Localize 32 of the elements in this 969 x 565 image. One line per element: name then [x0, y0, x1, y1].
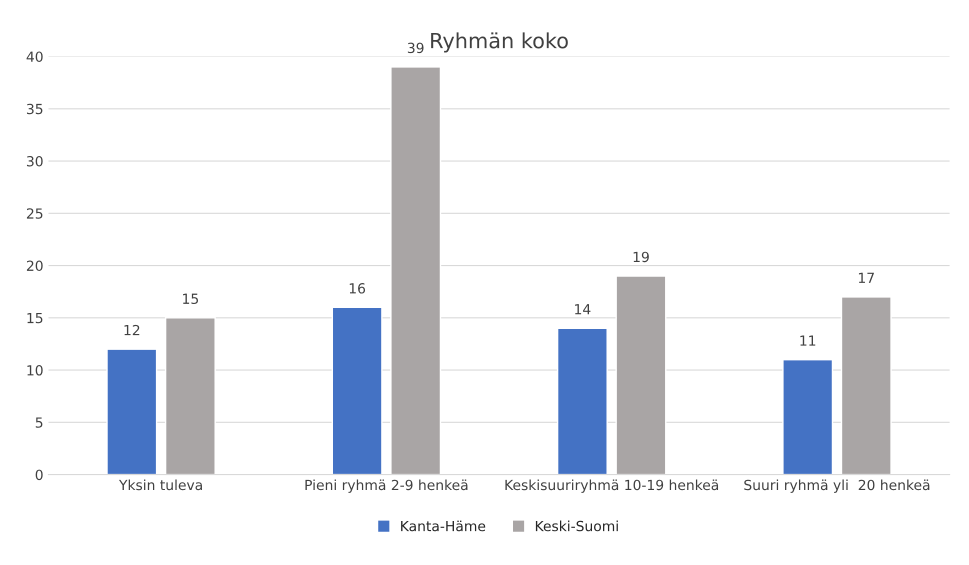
bar — [164, 317, 216, 475]
data-label: 19 — [634, 252, 649, 262]
data-label: 15 — [183, 294, 198, 304]
legend-label: Keski-Suomi — [536, 520, 618, 532]
data-label: 17 — [858, 272, 874, 283]
bar — [615, 275, 666, 475]
y-tick-label: 30 — [26, 156, 43, 166]
bar — [332, 306, 383, 475]
data-label: 16 — [350, 283, 366, 294]
y-tick-label: 40 — [26, 51, 43, 62]
y-tick-label: 10 — [27, 365, 43, 376]
bar — [390, 66, 442, 475]
data-label: 14 — [575, 304, 590, 314]
data-label: 39 — [408, 42, 424, 54]
x-tick-label: Pieni ryhmä 2-9 henkeä — [305, 479, 468, 493]
x-tick-label: Suuri ryhmä yli 20 henkeä — [744, 479, 930, 493]
y-tick-label: 20 — [26, 260, 43, 272]
bar — [782, 358, 834, 475]
bar — [840, 296, 892, 475]
x-tick-label: Yksin tuleva — [118, 479, 202, 490]
bar — [106, 348, 158, 475]
data-label: 12 — [124, 324, 140, 336]
y-tick-label: 25 — [26, 208, 42, 219]
x-tick-label: Keskisuuriryhmä 10-19 henkeä — [505, 479, 718, 493]
y-tick-label: 35 — [26, 104, 42, 114]
chart-title: Ryhmän koko — [431, 32, 568, 52]
legend-label: Kanta-Häme — [401, 520, 486, 532]
bar — [556, 328, 608, 475]
y-tick-label: 15 — [27, 312, 42, 324]
y-tick-label: 0 — [36, 470, 43, 480]
y-tick-label: 5 — [36, 417, 42, 428]
data-label: 11 — [800, 335, 816, 346]
